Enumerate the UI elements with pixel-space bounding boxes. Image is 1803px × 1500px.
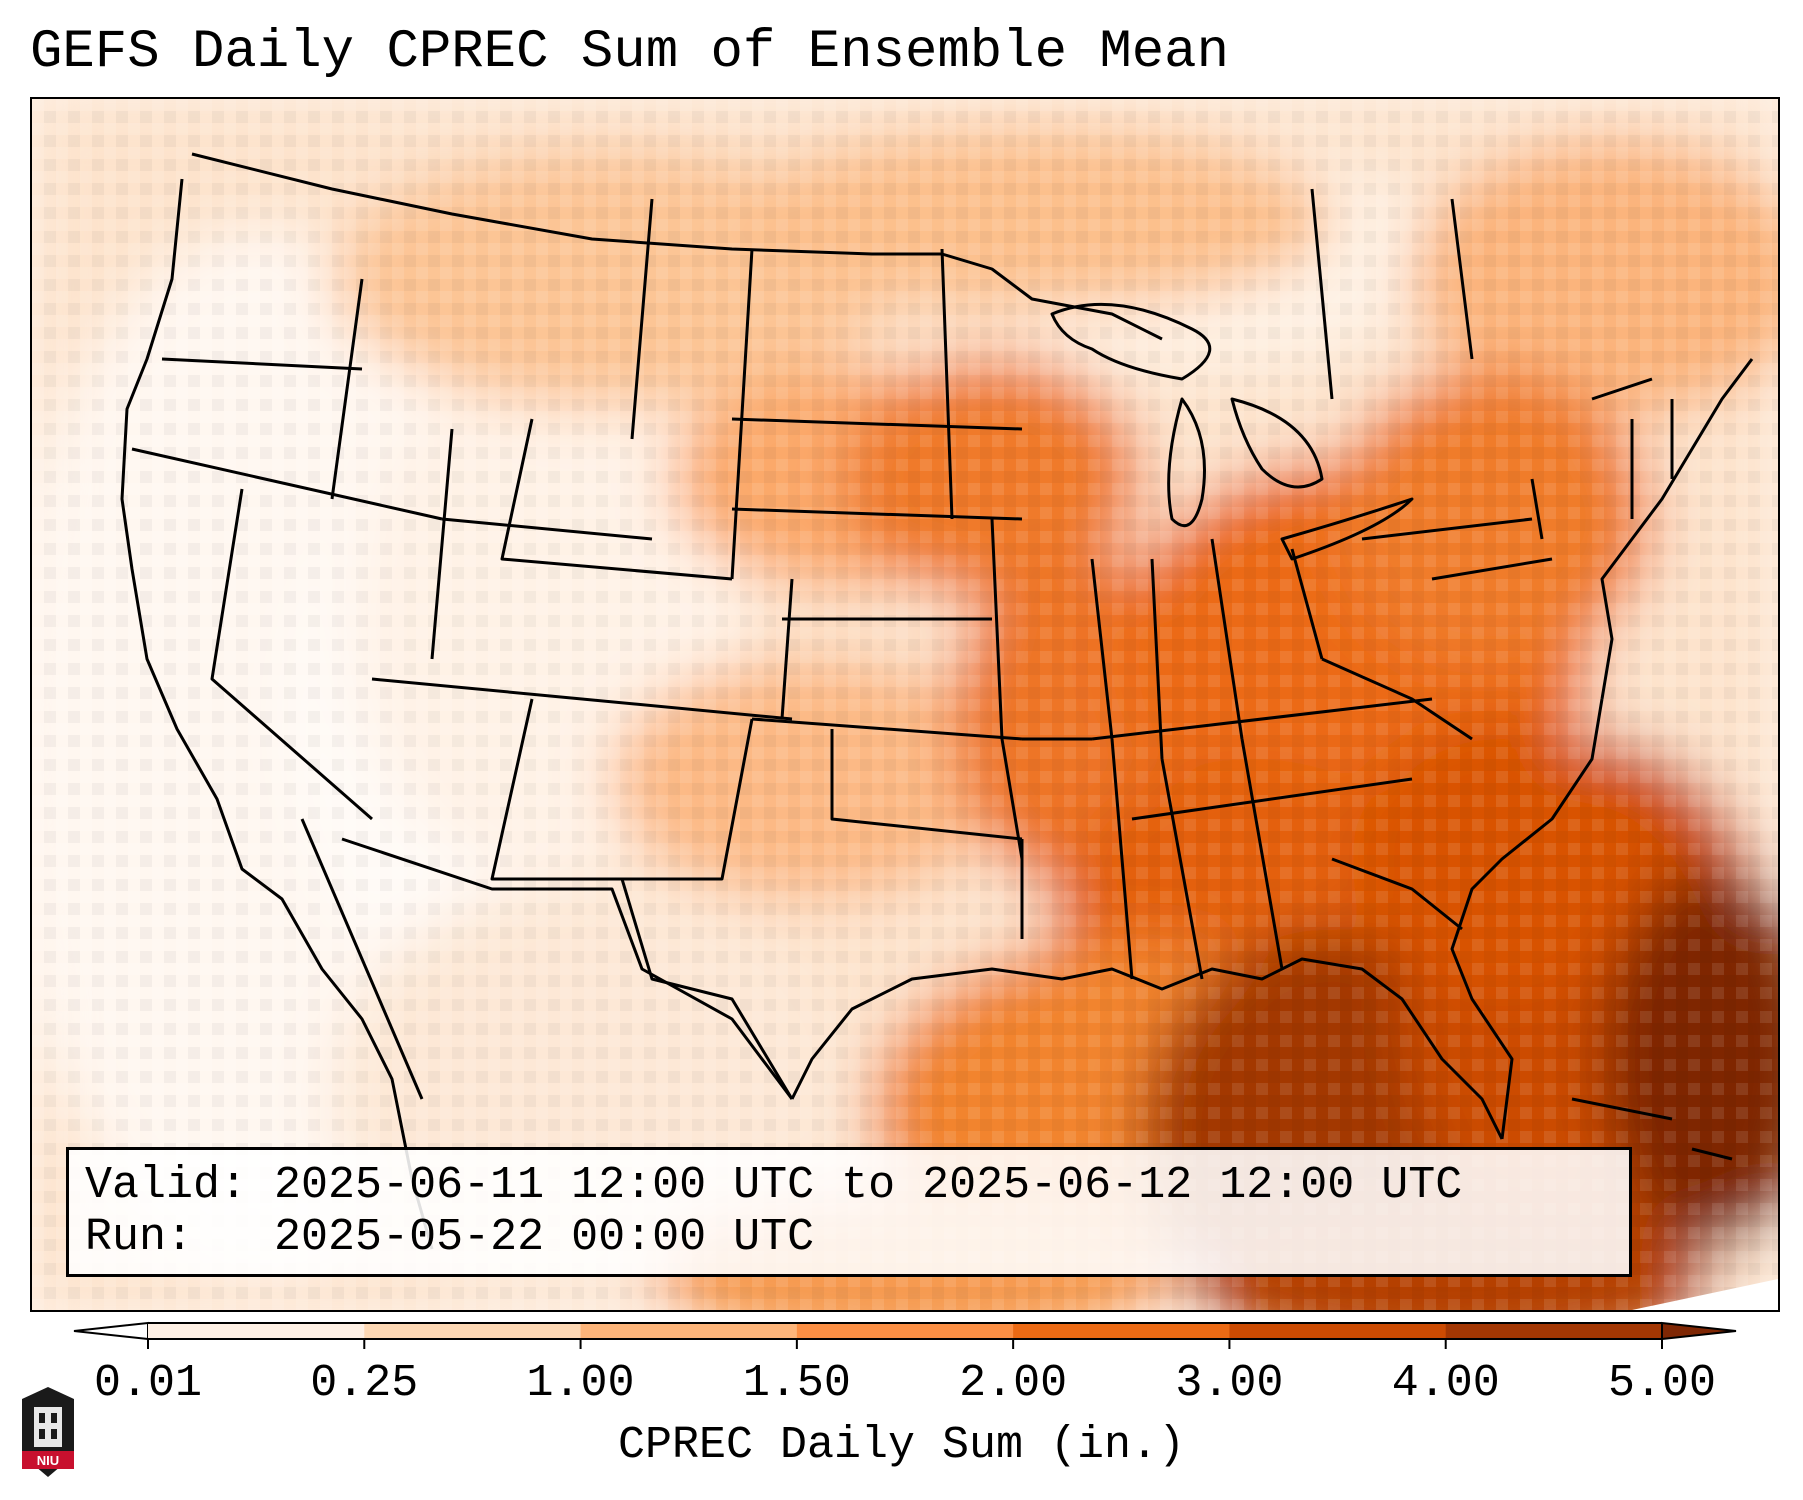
baja-coast <box>300 818 424 1100</box>
validity-info-box: Valid: 2025-06-11 12:00 UTC to 2025-06-1… <box>66 1147 1632 1277</box>
colorbar-label: CPREC Daily Sum (in.) <box>617 1420 1186 1471</box>
west-coast <box>120 178 434 1250</box>
niu-logo: NIU <box>22 1387 74 1477</box>
lake-michigan <box>1167 397 1206 528</box>
mexico-border <box>341 837 794 1100</box>
niu-logo-text: NIU <box>37 1453 59 1468</box>
colorbar-segment <box>1013 1323 1230 1339</box>
colorbar-segment <box>364 1323 582 1339</box>
valid-value: 2025-06-11 12:00 UTC to 2025-06-12 12:00… <box>274 1160 1463 1211</box>
precipitation-map <box>30 97 1780 1312</box>
east-coast <box>1600 358 1754 700</box>
colorbar-min-extend <box>73 1321 149 1341</box>
canada-us-border <box>191 152 1163 341</box>
colorbar-tick-label: 3.00 <box>1175 1358 1284 1409</box>
run-label: Run: <box>85 1212 194 1263</box>
colorbar-tick-label: 5.00 <box>1607 1358 1717 1409</box>
precip-field <box>32 99 1778 1310</box>
map-title: GEFS Daily CPREC Sum of Ensemble Mean <box>30 22 1229 83</box>
colorbar-tick-label: 0.01 <box>93 1358 203 1409</box>
lake-erie <box>1280 497 1414 561</box>
valid-line: Valid: 2025-06-11 12:00 UTC to 2025-06-1… <box>85 1160 1462 1211</box>
valid-label: Valid: <box>85 1160 248 1211</box>
colorbar-segment <box>1445 1323 1663 1339</box>
colorbar-tick-label: 4.00 <box>1391 1358 1500 1409</box>
colorbar-tick-label: 0.25 <box>310 1358 419 1409</box>
gulf-coast <box>790 957 1504 1140</box>
colorbar <box>73 1321 1737 1349</box>
colorbar-segment <box>148 1323 365 1339</box>
colorbar-tick-label: 1.50 <box>742 1358 851 1409</box>
florida-east-coast <box>1450 698 1604 1140</box>
colorbar-segment <box>796 1323 1014 1339</box>
colorbar-max-extend <box>1661 1321 1737 1341</box>
borders <box>120 152 1754 1250</box>
colorbar-tick-label: 2.00 <box>959 1358 1068 1409</box>
lake-huron <box>1230 397 1324 489</box>
lake-superior <box>1050 302 1212 381</box>
colorbar-segment <box>580 1323 798 1339</box>
colorbar-tick-label: 1.00 <box>526 1358 635 1409</box>
run-line: Run: 2025-05-22 00:00 UTC <box>85 1212 814 1263</box>
colorbar-segment <box>1229 1323 1447 1339</box>
run-value: 2025-05-22 00:00 UTC <box>274 1212 815 1263</box>
